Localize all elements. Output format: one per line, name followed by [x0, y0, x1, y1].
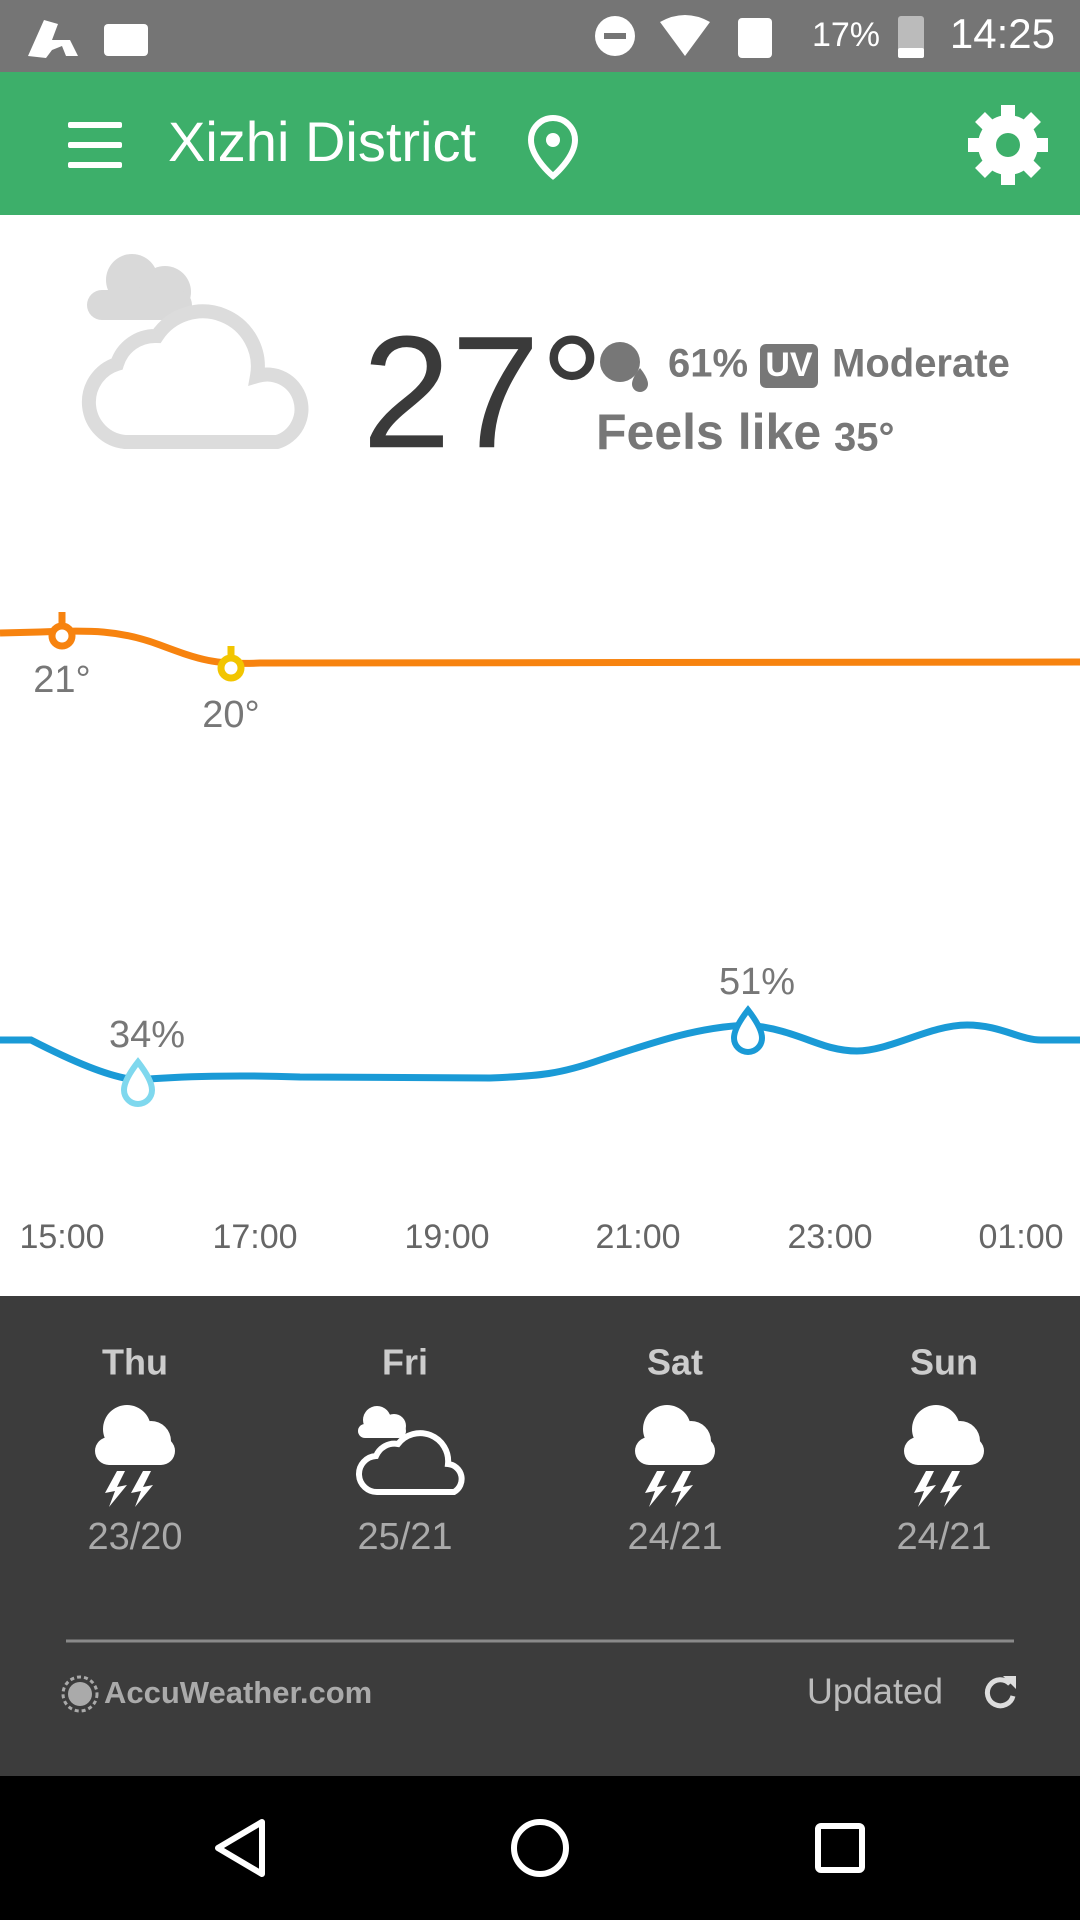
notification-icon	[28, 20, 78, 58]
settings-button[interactable]	[968, 105, 1048, 185]
nav-bar	[0, 1776, 1080, 1920]
battery-level	[898, 48, 924, 58]
location-pin[interactable]	[527, 114, 579, 180]
dnd-bar	[604, 33, 626, 39]
day-name: Sun	[910, 1342, 978, 1383]
cloud-icon	[355, 1406, 465, 1496]
time-label: 01:00	[978, 1218, 1063, 1256]
temperature-curve	[0, 627, 1080, 667]
day-temps: 24/21	[627, 1516, 722, 1558]
location-title[interactable]: Xizhi District	[168, 110, 476, 173]
menu-button[interactable]	[68, 122, 122, 168]
day-temps: 23/20	[87, 1516, 182, 1558]
day-temps: 24/21	[896, 1516, 991, 1558]
max-humidity-marker	[730, 1005, 766, 1055]
humidity-value: 61%	[668, 342, 748, 386]
source-link[interactable]: AccuWeather.com	[104, 1675, 372, 1710]
min-humidity-marker	[120, 1057, 156, 1107]
feels-like-label: Feels like	[596, 404, 821, 460]
uv-badge-text: UV	[765, 346, 813, 384]
feels-like-value: 35°	[834, 416, 895, 460]
recents-button[interactable]	[815, 1823, 865, 1873]
battery-text: 17%	[812, 16, 880, 54]
humidity-label: 51%	[719, 961, 795, 1003]
day-name: Sat	[647, 1342, 703, 1383]
uv-value: Moderate	[832, 342, 1010, 386]
current-icon	[81, 254, 309, 449]
home-button[interactable]	[511, 1819, 569, 1877]
status-icons	[28, 15, 924, 58]
time-label: 23:00	[787, 1218, 872, 1256]
temperature-label: 20°	[202, 694, 259, 736]
min-temperature-marker	[217, 646, 245, 682]
day-name: Thu	[102, 1342, 168, 1383]
current-temperature: 27°	[362, 302, 604, 481]
time-label: 15:00	[19, 1218, 104, 1256]
day-item[interactable]: Sun 24/21	[896, 1342, 991, 1559]
refresh-button[interactable]	[984, 1676, 1016, 1709]
time-label: 21:00	[595, 1218, 680, 1256]
humidity-icon	[600, 342, 648, 392]
day-item[interactable]: Sat 24/21	[627, 1342, 722, 1559]
app-bar	[0, 72, 1080, 215]
sim-icon	[738, 18, 772, 58]
uv-badge	[760, 344, 818, 388]
time-label: 19:00	[404, 1218, 489, 1256]
temperature-label: 21°	[33, 659, 90, 701]
day-name: Fri	[382, 1342, 428, 1383]
wifi-icon	[660, 15, 710, 56]
battery-icon	[898, 16, 924, 58]
accuweather-logo	[61, 1675, 99, 1713]
humidity-label: 34%	[109, 1014, 185, 1056]
clock: 14:25	[950, 10, 1055, 57]
time-label: 17:00	[212, 1218, 297, 1256]
updated-text: Updated	[807, 1671, 943, 1712]
max-temperature-marker	[48, 612, 76, 650]
day-temps: 25/21	[357, 1516, 452, 1558]
forecast-panel	[0, 1296, 1080, 1776]
notification-icon	[104, 24, 148, 56]
back-button[interactable]	[215, 1819, 265, 1877]
day-item[interactable]: Fri 25/21	[355, 1342, 465, 1559]
day-item[interactable]: Thu 23/20	[87, 1342, 182, 1559]
